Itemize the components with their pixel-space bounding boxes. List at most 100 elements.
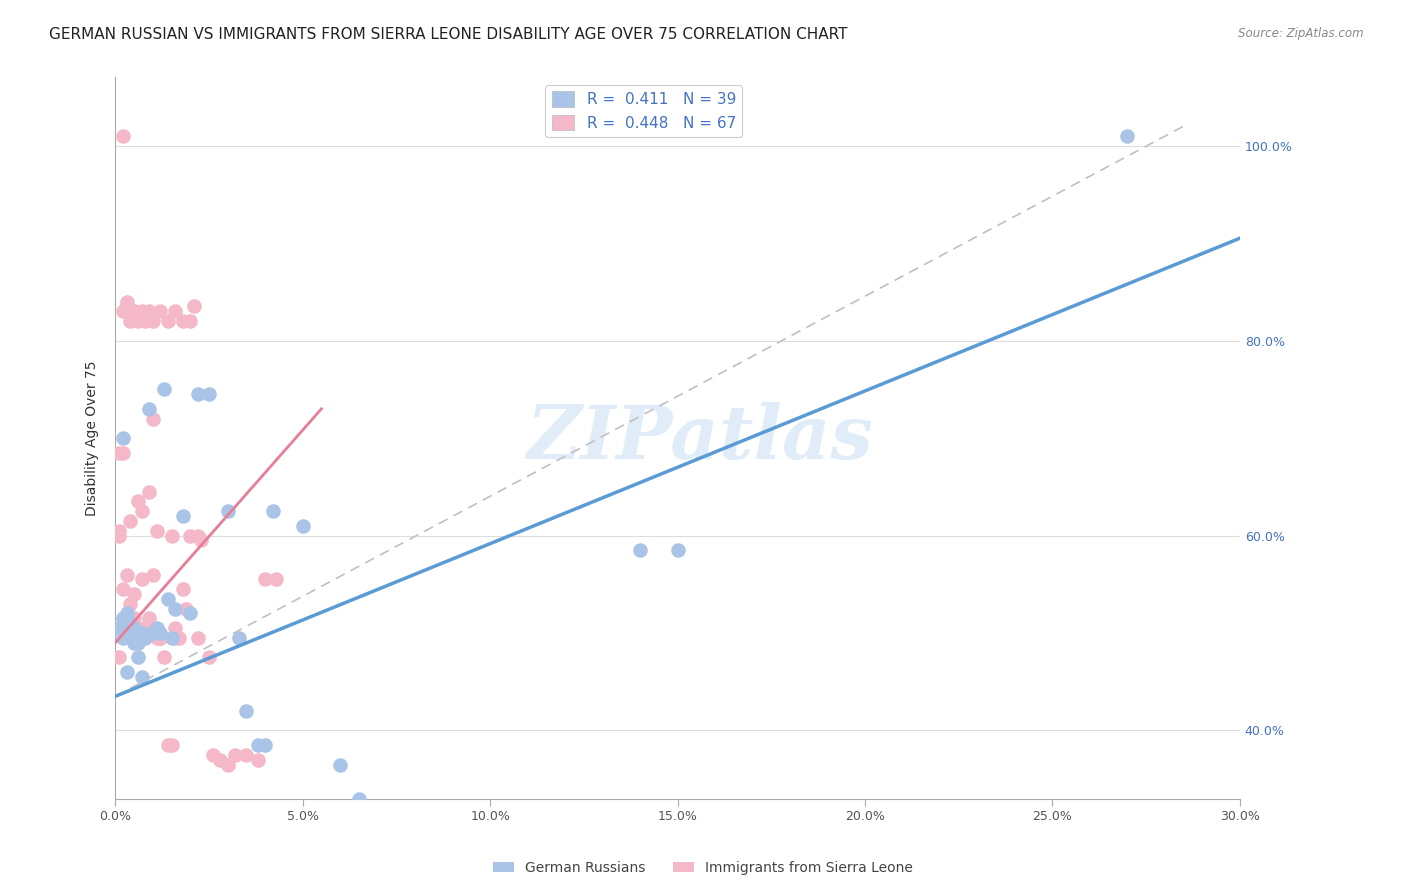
Point bbox=[1116, 128, 1139, 143]
Point bbox=[138, 401, 160, 416]
Point bbox=[217, 757, 239, 772]
Point bbox=[131, 304, 153, 318]
Point bbox=[167, 631, 190, 645]
Point bbox=[131, 504, 153, 518]
Point bbox=[666, 543, 689, 558]
Point bbox=[134, 631, 156, 645]
Legend: R =  0.411   N = 39, R =  0.448   N = 67: R = 0.411 N = 39, R = 0.448 N = 67 bbox=[546, 85, 742, 136]
Point bbox=[111, 582, 134, 596]
Point bbox=[108, 528, 131, 542]
Point bbox=[142, 314, 165, 328]
Point bbox=[347, 791, 370, 805]
Point bbox=[254, 738, 277, 752]
Point bbox=[111, 431, 134, 445]
Point bbox=[165, 601, 187, 615]
Point bbox=[217, 504, 239, 518]
Point bbox=[127, 494, 149, 508]
Point bbox=[201, 747, 224, 762]
Point bbox=[138, 611, 160, 625]
Point bbox=[115, 294, 138, 309]
Legend: German Russians, Immigrants from Sierra Leone: German Russians, Immigrants from Sierra … bbox=[488, 855, 918, 880]
Point bbox=[127, 650, 149, 665]
Point bbox=[127, 631, 149, 645]
Point bbox=[111, 304, 134, 318]
Point bbox=[134, 314, 156, 328]
Point bbox=[246, 753, 269, 767]
Point bbox=[138, 484, 160, 499]
Point bbox=[138, 304, 160, 318]
Point bbox=[149, 304, 172, 318]
Point bbox=[120, 626, 142, 640]
Point bbox=[160, 631, 183, 645]
Point bbox=[122, 621, 145, 635]
Point bbox=[179, 607, 201, 621]
Point bbox=[120, 597, 142, 611]
Point bbox=[108, 650, 131, 665]
Point bbox=[262, 504, 284, 518]
Point bbox=[115, 567, 138, 582]
Point bbox=[142, 411, 165, 425]
Point bbox=[108, 524, 131, 538]
Point bbox=[187, 528, 209, 542]
Point bbox=[142, 567, 165, 582]
Point bbox=[179, 528, 201, 542]
Point bbox=[131, 631, 153, 645]
Point bbox=[108, 445, 131, 459]
Point bbox=[115, 665, 138, 679]
Point bbox=[145, 621, 167, 635]
Point bbox=[122, 611, 145, 625]
Point bbox=[156, 738, 179, 752]
Point bbox=[165, 304, 187, 318]
Point bbox=[145, 631, 167, 645]
Point bbox=[111, 128, 134, 143]
Point bbox=[190, 533, 212, 548]
Point bbox=[172, 509, 194, 524]
Point bbox=[115, 300, 138, 314]
Point bbox=[153, 382, 176, 396]
Point bbox=[111, 631, 134, 645]
Point bbox=[160, 528, 183, 542]
Point bbox=[131, 670, 153, 684]
Point bbox=[111, 611, 134, 625]
Point bbox=[156, 591, 179, 606]
Point bbox=[122, 636, 145, 650]
Point bbox=[628, 543, 651, 558]
Point bbox=[176, 601, 198, 615]
Point bbox=[122, 587, 145, 601]
Point bbox=[183, 300, 205, 314]
Point bbox=[122, 304, 145, 318]
Point bbox=[198, 387, 221, 401]
Point bbox=[149, 626, 172, 640]
Point bbox=[187, 387, 209, 401]
Y-axis label: Disability Age Over 75: Disability Age Over 75 bbox=[86, 360, 100, 516]
Point bbox=[115, 607, 138, 621]
Point bbox=[246, 738, 269, 752]
Point bbox=[153, 650, 176, 665]
Point bbox=[108, 621, 131, 635]
Point bbox=[149, 631, 172, 645]
Point bbox=[160, 738, 183, 752]
Point bbox=[179, 314, 201, 328]
Point bbox=[142, 626, 165, 640]
Point bbox=[165, 631, 187, 645]
Point bbox=[329, 757, 352, 772]
Point bbox=[120, 616, 142, 631]
Point bbox=[198, 650, 221, 665]
Point bbox=[120, 514, 142, 528]
Point bbox=[172, 314, 194, 328]
Point bbox=[235, 704, 257, 718]
Point bbox=[266, 573, 288, 587]
Text: ZIPatlas: ZIPatlas bbox=[527, 401, 873, 475]
Point bbox=[134, 621, 156, 635]
Point bbox=[209, 753, 232, 767]
Point bbox=[145, 524, 167, 538]
Point bbox=[122, 616, 145, 631]
Point bbox=[254, 573, 277, 587]
Point bbox=[120, 314, 142, 328]
Text: GERMAN RUSSIAN VS IMMIGRANTS FROM SIERRA LEONE DISABILITY AGE OVER 75 CORRELATIO: GERMAN RUSSIAN VS IMMIGRANTS FROM SIERRA… bbox=[49, 27, 848, 42]
Point bbox=[111, 445, 134, 459]
Point bbox=[131, 573, 153, 587]
Point bbox=[224, 747, 246, 762]
Point bbox=[187, 631, 209, 645]
Point bbox=[131, 626, 153, 640]
